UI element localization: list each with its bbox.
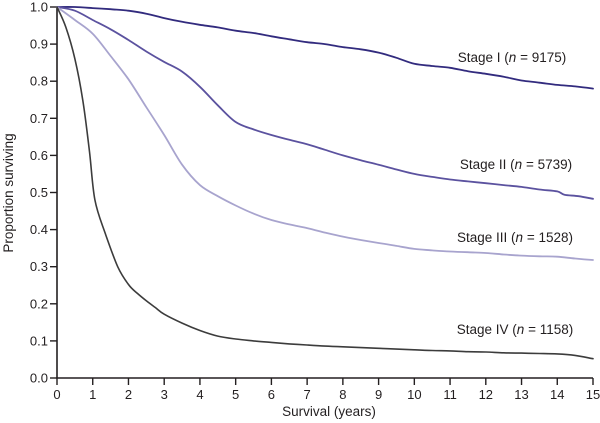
survival-curve-stage-iv <box>56 6 594 360</box>
x-tick-label: 2 <box>125 387 132 402</box>
x-tick-label: 9 <box>375 387 382 402</box>
x-axis-title: Survival (years) <box>282 404 376 419</box>
x-tick-label: 13 <box>514 387 528 402</box>
x-tick-label: 8 <box>339 387 346 402</box>
x-tick-label: 14 <box>550 387 564 402</box>
x-tick-label: 5 <box>232 387 239 402</box>
series-label-stage-i: Stage I (n = 9175) <box>458 50 566 65</box>
x-tick-label: 15 <box>586 387 600 402</box>
label-layer: Survival (years) Proportion surviving Stag… <box>1 50 573 419</box>
survival-curve-stage-ii <box>56 6 594 200</box>
y-tick-label: 0.0 <box>30 371 48 386</box>
x-tick-label: 4 <box>196 387 203 402</box>
y-tick-label: 0.6 <box>30 148 48 163</box>
y-tick-label: 0.2 <box>30 296 48 311</box>
series-label-stage-iv: Stage IV (n = 1158) <box>457 322 573 337</box>
y-tick-label: 0.4 <box>30 222 48 237</box>
y-tick-label: 0.8 <box>30 74 48 89</box>
survival-curve-stage-iii <box>56 6 594 261</box>
axes-layer: 0 1 2 3 4 5 6 7 8 9 10 11 12 13 14 151.00.90.80.70.60.5… <box>30 0 600 402</box>
x-tick-label: 1 <box>89 387 96 402</box>
x-tick-label: 6 <box>268 387 275 402</box>
y-tick-label: 0.9 <box>30 37 48 52</box>
series-layer <box>56 6 594 360</box>
series-label-stage-iii: Stage III (n = 1528) <box>457 230 573 245</box>
x-tick-label: 3 <box>161 387 168 402</box>
y-tick-label: 0.5 <box>30 185 48 200</box>
y-tick-label: 0.7 <box>30 111 48 126</box>
series-label-stage-ii: Stage II (n = 5739) <box>460 157 572 172</box>
y-tick-label: 1.0 <box>30 0 48 15</box>
x-tick-label: 0 <box>53 387 60 402</box>
x-tick-label: 11 <box>443 387 457 402</box>
y-tick-label: 0.1 <box>30 333 48 348</box>
x-tick-label: 10 <box>407 387 421 402</box>
x-tick-label: 12 <box>479 387 493 402</box>
y-tick-label: 0.3 <box>30 259 48 274</box>
survival-curve-stage-i <box>56 6 594 90</box>
x-tick-label: 7 <box>304 387 311 402</box>
y-axis-title: Proportion surviving <box>1 133 16 252</box>
